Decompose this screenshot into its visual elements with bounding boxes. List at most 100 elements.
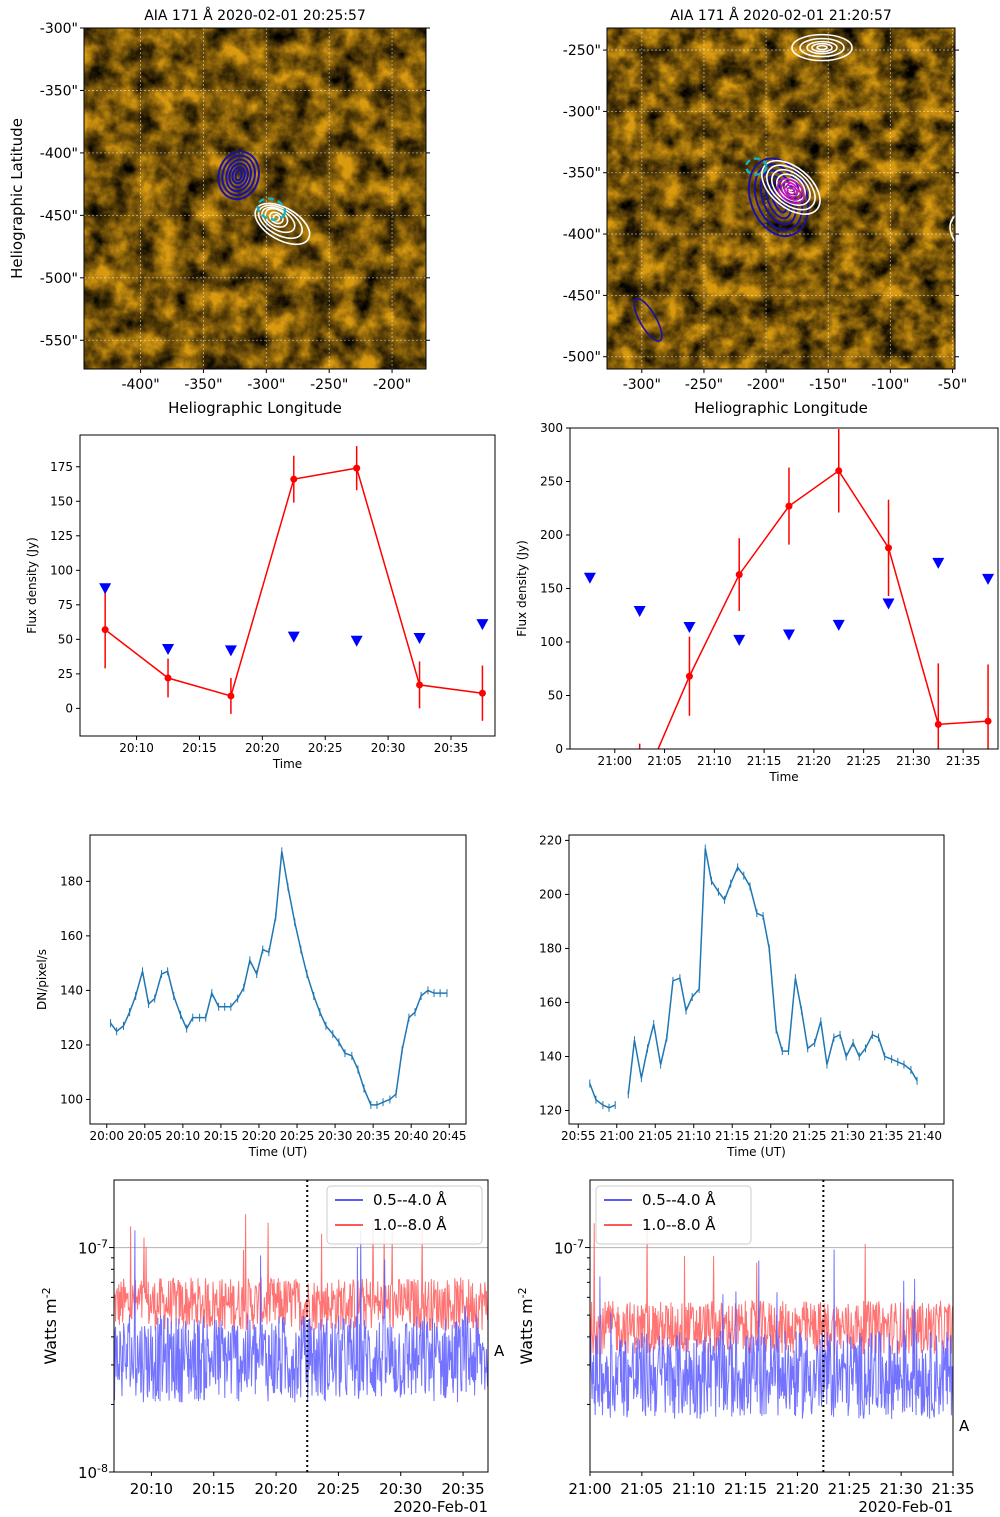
- y-axis-label: DN/pixel/s: [35, 949, 49, 1010]
- y-tick-label: 10-7: [554, 1237, 584, 1258]
- contour-white: [261, 206, 296, 234]
- y-axis-label: Flux density (Jy): [515, 540, 529, 637]
- upper-limit-marker: [633, 605, 646, 617]
- axes-frame: [569, 427, 999, 750]
- x-tick-label: 20:10: [166, 1129, 201, 1143]
- date-label: 2020-Feb-01: [393, 1498, 488, 1516]
- plot-area: [590, 1180, 953, 1472]
- flux-point: [885, 544, 893, 552]
- legend-entry: 0.5--4.0 Å: [373, 1190, 447, 1209]
- y-tick-label: -350": [40, 83, 78, 99]
- aia-image: [84, 28, 426, 369]
- aia-map-panel-1: -300" -250" -200" -150" -100" -50" -250" -300" -…: [563, 7, 967, 417]
- y-axis-label: Heliographic Latitude: [8, 118, 26, 279]
- y-axis-label: Watts m-2: [40, 1287, 61, 1364]
- x-tick-label: 21:10: [697, 754, 732, 768]
- legend-box: [326, 1185, 483, 1245]
- x-tick-label: 20:20: [242, 1129, 277, 1143]
- x-tick-label: 20:15: [204, 1129, 239, 1143]
- x-tick-label: 20:10: [119, 741, 154, 755]
- contour-white: [264, 207, 289, 228]
- y-tick-label: 50: [548, 689, 563, 703]
- x-tick-label: 21:00: [599, 1129, 634, 1143]
- upper-limit-marker: [932, 557, 945, 569]
- x-tick-label: 20:25: [280, 1129, 315, 1143]
- flux-class-label: A: [494, 1342, 505, 1360]
- y-tick-label: 200: [539, 887, 562, 901]
- x-tick-label: 20:35: [434, 741, 469, 755]
- contour-dark-blue: [234, 169, 243, 182]
- y-tick-label: -400": [563, 227, 601, 243]
- contour-dark-blue: [228, 162, 249, 189]
- x-tick-label: 20:15: [182, 741, 217, 755]
- x-tick-label: 21:20: [797, 754, 832, 768]
- y-tick-label: -550": [40, 333, 78, 349]
- y-tick-label: -500": [563, 350, 601, 366]
- x-tick-label: 20:00: [89, 1129, 124, 1143]
- y-tick-label: 150: [50, 494, 73, 508]
- x-tick-label: -250": [685, 377, 723, 393]
- contour-white: [799, 37, 845, 58]
- y-tick-label: 180: [539, 941, 562, 955]
- aia-texture: [84, 28, 426, 369]
- x-axis-label: Heliographic Longitude: [694, 399, 868, 417]
- contour-white: [816, 44, 828, 51]
- contour-white: [254, 202, 311, 246]
- y-tick-label: -450": [40, 208, 78, 224]
- flux-point: [101, 626, 109, 634]
- goes-panel-6: 20:10 20:15 20:20 20:25 20:30 20:352020-Feb-0…: [40, 1179, 505, 1516]
- upper-limit-marker: [476, 619, 489, 631]
- aia-image: [607, 28, 955, 369]
- legend: 0.5--4.0 Å 1.0--8.0 Å: [595, 1185, 752, 1245]
- x-tick-label: 20:45: [432, 1129, 467, 1143]
- contour-dark-blue: [633, 297, 663, 342]
- contour-magenta: [776, 178, 805, 205]
- y-tick-label: 150: [540, 582, 563, 596]
- upper-limit-marker: [832, 619, 845, 631]
- flux-point: [227, 692, 235, 700]
- flux-point: [984, 717, 992, 725]
- x-tick-label: -350": [184, 377, 222, 393]
- lightcurve-line: [109, 851, 447, 1106]
- x-tick-label: 21:20: [753, 1129, 788, 1143]
- contour-white: [771, 168, 811, 207]
- contour-cyan: [744, 157, 768, 176]
- x-tick-label: 21:40: [907, 1129, 942, 1143]
- x-tick-label: 21:30: [830, 1129, 865, 1143]
- axes-frame: [113, 1179, 489, 1473]
- upper-limit-marker: [782, 629, 795, 641]
- lightcurve-line: [589, 848, 918, 1109]
- upper-limit-marker: [162, 644, 175, 656]
- flux-point: [934, 720, 942, 728]
- plot-area: [99, 446, 489, 721]
- x-tick-label: 21:10: [672, 1480, 715, 1498]
- contour-white: [811, 42, 833, 53]
- flux-point: [290, 475, 298, 483]
- x-tick-label: 20:30: [371, 741, 406, 755]
- y-tick-label: 160: [539, 995, 562, 1009]
- legend-entry: 0.5--4.0 Å: [642, 1190, 716, 1209]
- x-tick-label: -250": [310, 377, 348, 393]
- flux-density-panel-2: 20:10 20:15 20:20 20:25 20:30 20:35 0 25 50 75 100…: [25, 434, 496, 771]
- x-tick-label: 21:35: [931, 1480, 974, 1498]
- flux-point: [735, 571, 743, 579]
- upper-limit-marker: [982, 573, 995, 585]
- flux-density-panel-3: 21:00 21:05 21:10 21:15 21:20 21:25 21:30 21:35…: [515, 421, 999, 784]
- flux-point: [478, 689, 486, 697]
- contour-white: [269, 211, 284, 225]
- goes-panel-7: 21:00 21:05 21:10 21:15 21:20 21:25 21:30 21:35…: [516, 1179, 975, 1516]
- x-tick-label: 21:35: [869, 1129, 904, 1143]
- y-tick-label: 120: [60, 1038, 83, 1052]
- y-tick-label: 180: [60, 874, 83, 888]
- y-tick-label: 140: [60, 983, 83, 997]
- axes-frame: [589, 1179, 954, 1473]
- y-tick-label: 220: [539, 833, 562, 847]
- contour-white: [791, 33, 853, 62]
- flux-point: [164, 674, 172, 682]
- y-axis-label: Flux density (Jy): [25, 537, 39, 634]
- x-tick-label: 21:30: [896, 754, 931, 768]
- x-tick-label: 21:25: [846, 754, 881, 768]
- y-tick-label: -300": [563, 104, 601, 120]
- x-tick-label: 20:20: [245, 741, 280, 755]
